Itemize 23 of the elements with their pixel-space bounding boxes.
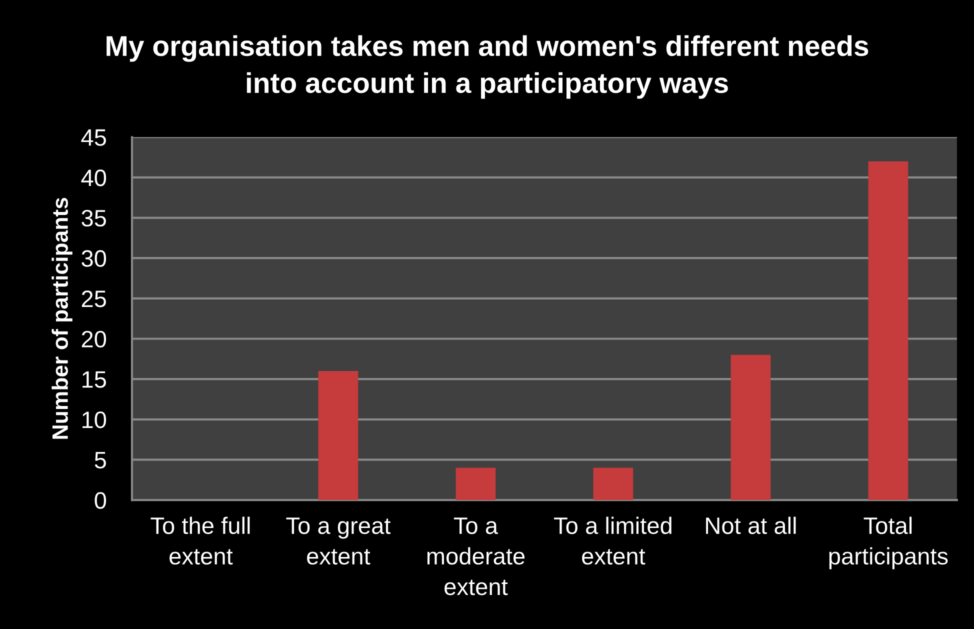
bar [318,371,358,500]
y-tick-label: 45 [81,129,106,146]
y-axis-title: Number of participants [52,198,72,439]
bar [868,161,908,500]
x-tick-label: To the full extent [150,516,250,565]
y-tick-label: 0 [94,492,106,509]
y-tick-label: 15 [82,371,106,388]
bar [730,354,771,500]
y-tick-label: 40 [81,170,106,186]
x-tick-label: To a limited extent [554,516,672,565]
bar [593,468,634,500]
x-tick-label: To a moderate extent [427,518,525,596]
chart-title: My organisation takes men and women's different needs into account in a participatory ways [106,35,868,99]
y-tick-label: 30 [82,250,106,267]
x-tick-label: To a great extent [286,518,391,565]
y-tick-label: 25 [82,290,106,308]
bar [456,468,496,500]
y-tick-label: 10 [82,411,106,428]
x-tick-label: Not at all [706,516,796,534]
x-tick-label: Total participants [829,516,948,570]
y-tick-label: 20 [82,330,106,348]
y-tick-label: 5 [94,452,106,469]
y-tick-label: 35 [82,210,106,227]
